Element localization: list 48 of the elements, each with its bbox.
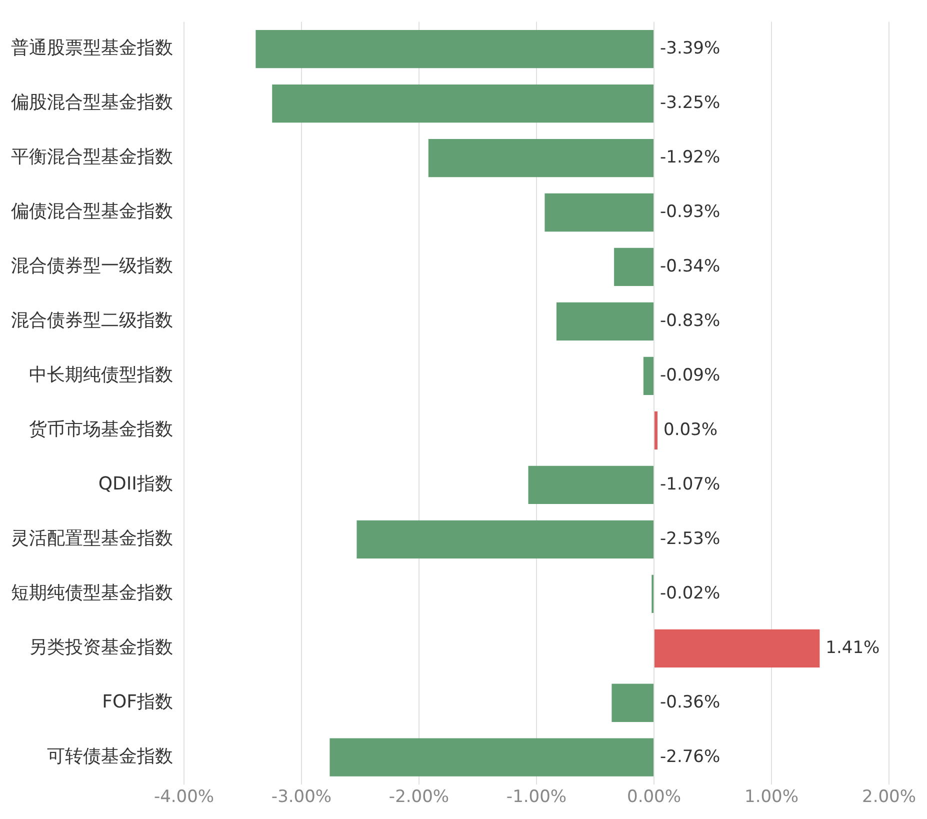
x-tick-label: -1.00% (506, 787, 567, 808)
y-tick-label: 货币市场基金指数 (29, 419, 173, 440)
x-tick-label: 2.00% (862, 787, 916, 808)
data-label: -1.92% (660, 147, 720, 168)
data-label: -0.36% (660, 692, 720, 712)
bar (556, 302, 654, 341)
data-label: -3.39% (660, 38, 720, 58)
data-label: -2.76% (660, 746, 720, 767)
x-tick-label: -4.00% (154, 787, 214, 808)
data-label: -1.07% (660, 474, 720, 494)
bar (612, 684, 654, 722)
bar (356, 520, 654, 558)
y-tick-label: 普通股票型基金指数 (11, 38, 173, 59)
bar (428, 138, 654, 178)
bar (272, 84, 654, 123)
x-tick-label: -2.00% (388, 787, 450, 808)
y-tick-label: 偏债混合型基金指数 (11, 201, 173, 222)
bar (654, 411, 658, 450)
y-tick-label: 中长期纯债型指数 (29, 364, 173, 386)
y-tick-label: 混合债券型二级指数 (11, 310, 173, 332)
x-tick-label: 1.00% (744, 787, 799, 808)
data-label: 0.03% (664, 420, 718, 440)
bar (643, 356, 654, 396)
y-tick-label: 偏股混合型基金指数 (11, 92, 173, 114)
y-tick-label: 另类投资基金指数 (29, 637, 173, 658)
x-tick-label: -3.00% (271, 787, 332, 808)
bar (544, 193, 654, 232)
data-label: 1.41% (826, 638, 880, 658)
y-tick-label: FOF指数 (102, 692, 173, 713)
data-label: -0.83% (660, 310, 720, 331)
bar (528, 466, 654, 504)
data-label: -0.09% (660, 365, 720, 386)
data-label: -0.93% (660, 202, 720, 222)
bar (256, 30, 654, 68)
y-tick-label: 平衡混合型基金指数 (11, 146, 173, 168)
y-tick-label: 混合债券型一级指数 (11, 256, 173, 277)
bar (330, 738, 654, 776)
y-tick-label: 短期纯债型基金指数 (11, 582, 173, 604)
data-label: -2.53% (660, 528, 720, 549)
data-label: -0.02% (660, 583, 720, 604)
y-tick-label: QDII指数 (98, 474, 173, 495)
data-label: -0.34% (660, 256, 720, 276)
data-label: -3.25% (660, 92, 720, 113)
bar (654, 629, 820, 668)
y-tick-label: 可转债基金指数 (47, 746, 173, 768)
y-tick-label: 灵活配置型基金指数 (11, 528, 173, 550)
x-tick-label: 0.00% (626, 787, 682, 808)
bar (614, 248, 654, 286)
